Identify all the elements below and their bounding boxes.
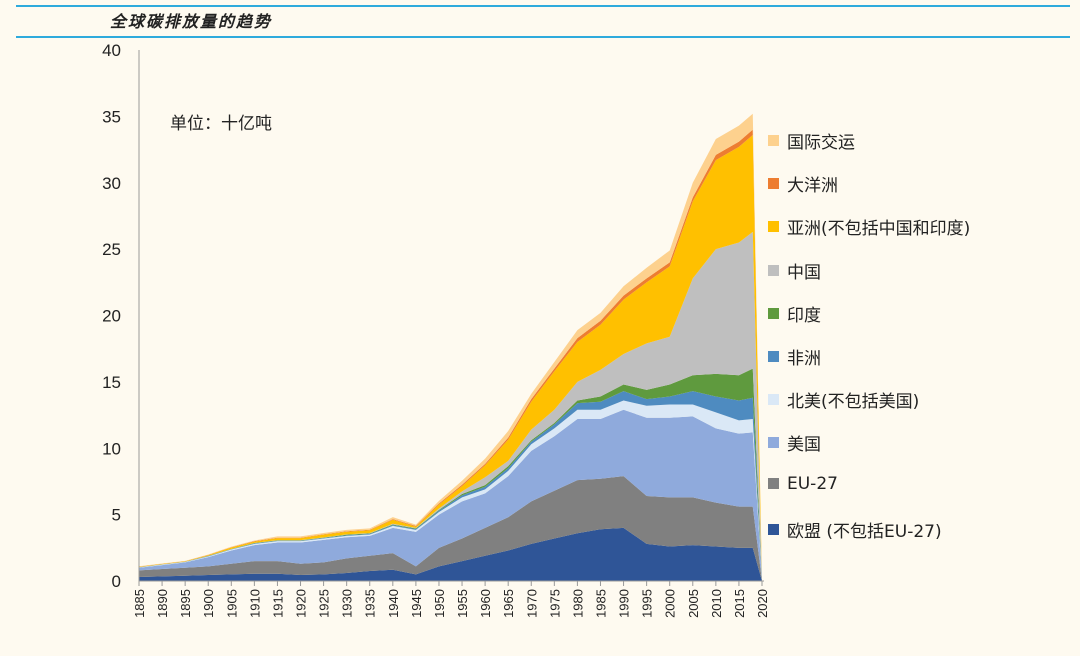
x-tick-label: 2010 [709,589,724,618]
x-tick-label: 1885 [132,589,147,618]
top-rule [16,5,1070,7]
x-tick-label: 1955 [455,589,470,618]
x-tick-label: 2020 [755,589,770,618]
legend-label: EU-27 [787,473,838,494]
title-rule [16,36,1070,38]
area-series-2 [139,409,762,581]
x-tick-label: 1965 [501,589,516,618]
x-tick-label: 1925 [317,589,332,618]
x-tick-label: 2000 [663,589,678,618]
legend-item: 大洋洲 [768,171,838,196]
x-tick-label: 1950 [432,589,447,618]
legend-swatch [768,523,779,535]
x-tick-label: 2015 [732,589,747,618]
x-tick-label: 1920 [294,589,309,618]
x-tick-label: 1915 [270,589,285,618]
x-tick-label: 1890 [155,589,170,618]
x-tick-label: 1940 [386,589,401,618]
y-tick-label: 40 [102,41,121,60]
legend-swatch [768,264,779,276]
legend-label: 非洲 [787,349,821,369]
legend-label: 北美(不包括美国) [787,392,920,413]
legend-label: 国际交运 [787,133,855,153]
x-tick-label: 1960 [478,589,493,618]
x-tick-label: 1895 [178,589,193,618]
x-tick-label: 1905 [224,589,239,618]
chart-title: 全球碳排放量的趋势 [110,12,273,31]
legend-item: 北美(不包括美国) [768,387,919,412]
y-tick-label: 0 [112,572,121,591]
x-tick-label: 1900 [201,589,216,618]
y-tick-label: 15 [102,373,121,392]
x-tick-label: 2005 [686,589,701,618]
y-tick-label: 35 [102,107,121,126]
x-tick-label: 1985 [593,589,608,618]
legend-item: 非洲 [768,344,821,369]
y-tick-label: 10 [102,439,121,458]
x-tick-label: 1910 [247,589,262,618]
x-tick-label: 1990 [617,589,632,618]
legend-swatch [768,394,779,406]
legend-label: 美国 [787,435,821,456]
x-tick-label: 1970 [524,589,539,618]
legend-label: 欧盟 (不包括EU-27) [787,521,942,542]
y-tick-label: 5 [112,506,121,525]
legend-swatch [768,351,779,362]
legend-label: 中国 [787,262,821,283]
unit-label: 单位：十亿吨 [170,114,272,134]
x-tick-label: 1930 [340,589,355,618]
legend-swatch [768,135,779,146]
legend-item: 中国 [768,258,821,283]
legend-item: 印度 [768,301,821,326]
legend-label: 亚洲(不包括中国和印度) [787,219,971,240]
legend-item: 国际交运 [768,128,855,153]
x-tick-label: 1980 [570,589,585,618]
legend-item: 欧盟 (不包括EU-27) [768,517,942,542]
area-series-1 [139,476,762,581]
legend-label: 大洋洲 [787,176,838,197]
x-tick-label: 1975 [547,589,562,618]
area-series-0 [139,527,762,581]
legend-swatch [768,178,779,190]
area-series-5 [139,368,762,581]
legend-item: EU-27 [768,474,838,494]
y-tick-label: 20 [102,307,121,326]
legend-swatch [768,307,779,319]
x-tick-label: 1935 [363,589,378,618]
legend-label: 印度 [787,305,821,326]
area-series-3 [139,400,762,581]
legend-swatch [768,221,779,233]
x-tick-label: 1945 [409,589,424,618]
legend-swatch [768,437,779,449]
legend-swatch [768,478,779,490]
legend-item: 美国 [768,430,821,455]
legend-item: 亚洲(不包括中国和印度) [768,214,970,239]
x-tick-label: 1995 [640,589,655,618]
y-tick-label: 25 [102,240,121,259]
y-tick-label: 30 [102,174,121,193]
